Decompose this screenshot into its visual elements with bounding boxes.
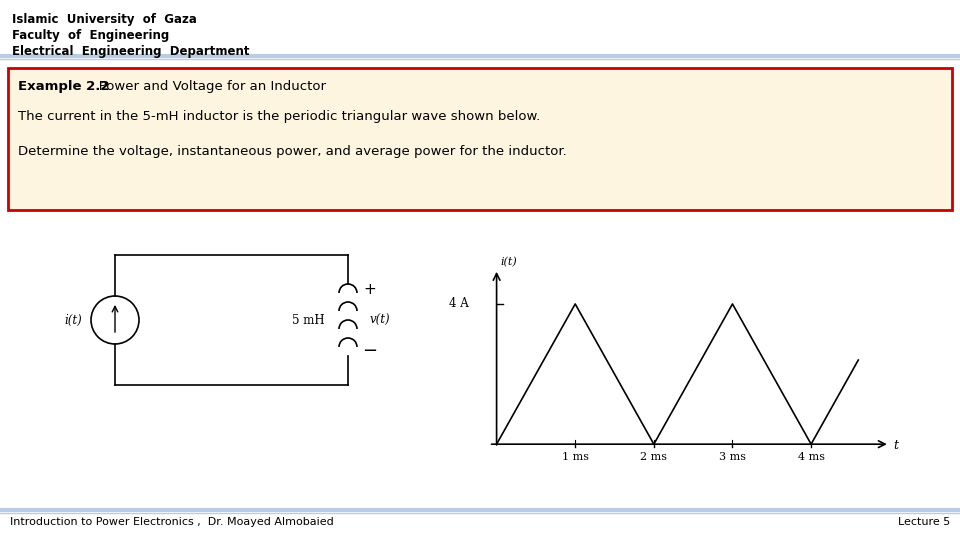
Bar [8, 68, 952, 210]
Text: −: − [363, 342, 377, 360]
Text: Determine the voltage, instantaneous power, and average power for the inductor.: Determine the voltage, instantaneous pow… [18, 145, 566, 158]
Text: Example 2.2: Example 2.2 [18, 80, 109, 93]
Text: 2 ms: 2 ms [640, 452, 667, 462]
Text: +: + [364, 281, 376, 296]
Text: i(t): i(t) [64, 314, 82, 327]
Text: Electrical  Engineering  Department: Electrical Engineering Department [12, 45, 250, 58]
Text: 5 mH: 5 mH [292, 314, 324, 327]
Text: v(t): v(t) [370, 314, 391, 327]
Text: Power and Voltage for an Inductor: Power and Voltage for an Inductor [86, 80, 326, 93]
Text: Lecture 5: Lecture 5 [898, 517, 950, 527]
Text: 3 ms: 3 ms [719, 452, 746, 462]
Text: The current in the 5-mH inductor is the periodic triangular wave shown below.: The current in the 5-mH inductor is the … [18, 110, 540, 123]
Text: Introduction to Power Electronics ,  Dr. Moayed Almobaied: Introduction to Power Electronics , Dr. … [10, 517, 334, 527]
Text: t: t [894, 440, 899, 453]
Text: 4 A: 4 A [449, 298, 469, 310]
Text: Faculty  of  Engineering: Faculty of Engineering [12, 29, 169, 42]
Text: Islamic  University  of  Gaza: Islamic University of Gaza [12, 13, 197, 26]
Text: 4 ms: 4 ms [798, 452, 825, 462]
Text: 1 ms: 1 ms [562, 452, 588, 462]
Text: i(t): i(t) [500, 257, 517, 267]
